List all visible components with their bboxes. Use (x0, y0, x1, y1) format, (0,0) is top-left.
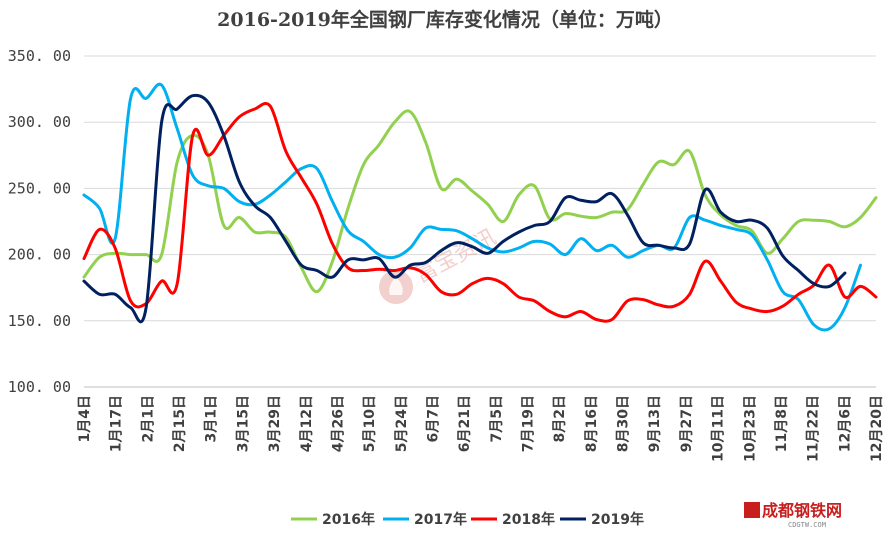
series-line-2019年 (82, 93, 847, 324)
y-tick-label: 200. 00 (8, 246, 71, 264)
x-tick-label: 5月10日 (362, 395, 378, 452)
y-tick-label: 350. 00 (8, 47, 71, 65)
x-tick-label: 4月26日 (330, 395, 346, 452)
x-tick-label: 1月17日 (109, 395, 125, 452)
x-tick-label: 3月1日 (204, 395, 220, 442)
x-axis-tick-labels: 1月4日 1月17日 2月1日 2月15日 3月1日 3月15日 3月29日 4月12日 4月2… (77, 395, 885, 462)
x-tick-label: 8月16日 (584, 395, 600, 452)
x-tick-label: 3月29日 (267, 395, 283, 452)
y-tick-label: 250. 00 (8, 179, 71, 197)
x-tick-label: 6月7日 (425, 395, 441, 442)
x-tick-label: 6月21日 (457, 395, 473, 452)
x-tick-label: 2月15日 (172, 395, 188, 452)
legend-label: 2019年 (591, 511, 644, 528)
y-tick-label: 100. 00 (8, 378, 71, 396)
x-tick-label: 10月23日 (742, 395, 758, 462)
x-tick-label: 8月2日 (552, 395, 568, 442)
x-tick-label: 5月24日 (394, 395, 410, 452)
x-tick-label: 4月12日 (299, 395, 315, 452)
x-tick-label: 11月8日 (774, 395, 790, 452)
x-tick-label: 7月19日 (521, 395, 537, 452)
y-axis-tick-labels: 100. 00 150. 00 200. 00 250. 00 300. 00 350. … (8, 47, 71, 396)
y-tick-label: 300. 00 (8, 113, 71, 131)
x-tick-label: 10月11日 (711, 395, 727, 462)
x-tick-label: 7月5日 (489, 395, 505, 442)
legend: 2016年 2017年 2018年 2019年 (291, 511, 644, 528)
chart-title: 2016-2019年全国钢厂库存变化情况（单位：万吨） (217, 8, 673, 31)
legend-label: 2017年 (414, 511, 467, 528)
x-tick-label: 11月22日 (806, 395, 822, 462)
series-line-2016年 (82, 109, 878, 294)
logo-subtext: CDGTW.COM (788, 521, 826, 529)
logo-text: 成都钢铁网 (762, 501, 842, 520)
watermark-flame-icon (389, 275, 403, 295)
x-tick-label: 9月13日 (647, 395, 663, 452)
site-logo: 成都钢铁网 CDGTW.COM (744, 501, 842, 529)
x-tick-label: 3月15日 (235, 395, 251, 452)
series-line-2017年 (82, 82, 862, 332)
legend-label: 2016年 (322, 511, 375, 528)
legend-label: 2018年 (502, 511, 555, 528)
logo-badge-icon (744, 502, 760, 518)
x-tick-label: 8月30日 (616, 395, 632, 452)
x-tick-label: 2月1日 (140, 395, 156, 442)
y-tick-label: 150. 00 (8, 312, 71, 330)
x-tick-label: 1月4日 (77, 395, 93, 442)
series-line-2018年 (82, 102, 878, 323)
x-tick-label: 12月20日 (869, 395, 885, 462)
series-lines (82, 82, 878, 332)
x-tick-label: 9月27日 (679, 395, 695, 452)
x-tick-label: 12月6日 (837, 395, 853, 452)
